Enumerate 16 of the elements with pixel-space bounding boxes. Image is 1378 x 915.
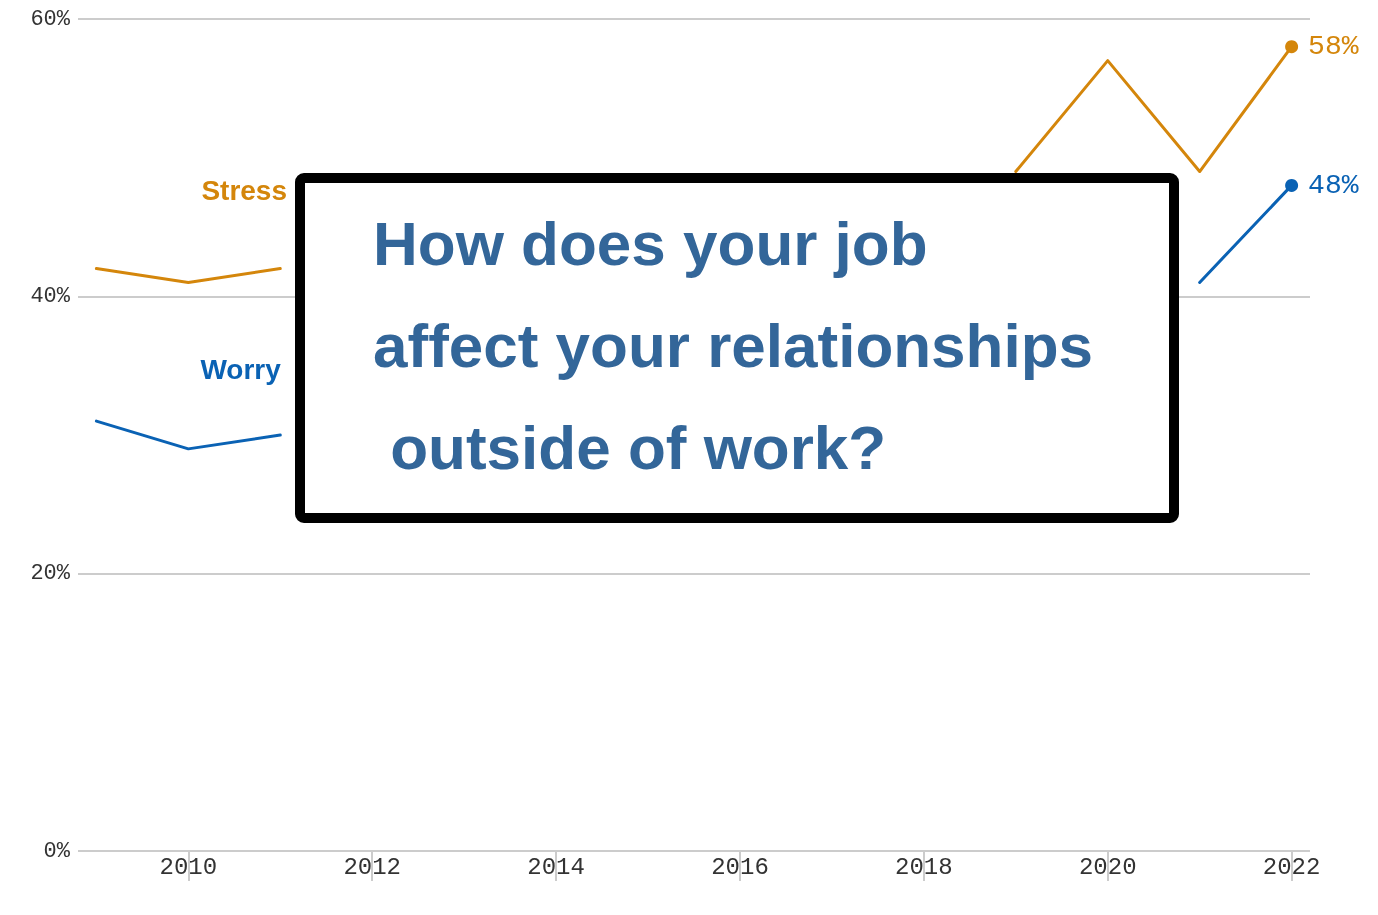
x-tick-label: 2010	[159, 853, 218, 881]
x-tick-label: 2022	[1262, 853, 1321, 881]
x-tick-label: 2018	[895, 853, 953, 881]
y-tick-label: 0%	[43, 838, 71, 864]
series-label: Worry	[200, 353, 282, 385]
y-tick-label: 20%	[30, 561, 71, 587]
text: Stress	[201, 175, 288, 207]
data-label: 58%	[1308, 31, 1359, 63]
data-label: 48%	[1308, 169, 1359, 201]
x-tick-label: 2014	[527, 853, 585, 881]
text: How does your job affect your relationships outside of work?	[373, 208, 1094, 482]
y-tick-label: 40%	[30, 283, 71, 309]
x-tick-label: 2012	[343, 853, 402, 881]
y-tick-label: 60%	[30, 6, 71, 32]
x-tick-label: 2020	[1078, 853, 1137, 881]
x-tick-label: 2016	[711, 853, 769, 881]
